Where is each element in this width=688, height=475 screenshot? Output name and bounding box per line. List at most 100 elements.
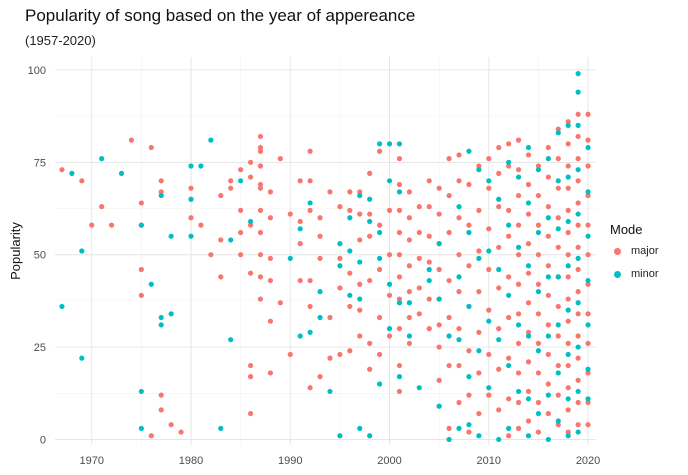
data-point-minor bbox=[575, 211, 581, 217]
data-point-minor bbox=[79, 355, 85, 361]
data-point-major bbox=[545, 351, 551, 358]
data-point-major bbox=[377, 314, 383, 321]
data-point-major bbox=[545, 322, 551, 328]
data-point-major bbox=[297, 241, 303, 247]
data-point-major bbox=[436, 211, 442, 217]
data-point-minor bbox=[297, 333, 303, 339]
data-point-minor bbox=[426, 277, 432, 284]
data-point-major bbox=[396, 362, 403, 369]
data-point-major bbox=[317, 215, 323, 221]
data-point-major bbox=[506, 274, 512, 280]
data-point-major bbox=[347, 303, 353, 310]
data-point-major bbox=[555, 303, 561, 310]
data-point-major bbox=[247, 174, 254, 180]
data-point-major bbox=[496, 407, 502, 413]
data-point-minor bbox=[59, 303, 65, 310]
data-point-major bbox=[257, 144, 264, 151]
data-point-minor bbox=[436, 296, 442, 302]
data-point-minor bbox=[565, 174, 571, 180]
data-point-major bbox=[426, 233, 432, 239]
legend-title: Mode bbox=[610, 222, 643, 237]
data-point-major bbox=[545, 410, 551, 417]
data-point-minor bbox=[287, 255, 293, 261]
x-tick-label: 1970 bbox=[79, 455, 103, 467]
data-point-major bbox=[79, 178, 85, 184]
data-point-major bbox=[486, 156, 492, 162]
data-point-major bbox=[158, 407, 164, 413]
data-point-major bbox=[555, 362, 561, 369]
data-point-minor bbox=[158, 192, 164, 199]
y-tick-label: 50 bbox=[34, 250, 46, 262]
data-point-minor bbox=[525, 396, 532, 402]
data-point-major bbox=[386, 207, 393, 213]
data-point-major bbox=[426, 204, 432, 210]
data-point-minor bbox=[456, 204, 462, 210]
data-point-major bbox=[476, 248, 482, 254]
data-point-minor bbox=[585, 396, 591, 402]
data-point-major bbox=[456, 178, 462, 184]
data-point-major bbox=[138, 292, 144, 298]
data-point-major bbox=[446, 425, 452, 431]
data-point-major bbox=[238, 207, 244, 213]
data-point-major bbox=[327, 189, 333, 195]
data-point-major bbox=[208, 252, 214, 258]
data-point-major bbox=[535, 429, 542, 435]
legend-item-major: major bbox=[614, 244, 659, 258]
data-point-major bbox=[525, 300, 532, 306]
data-point-major bbox=[426, 326, 432, 332]
data-point-major bbox=[317, 233, 323, 239]
y-tick-label: 25 bbox=[34, 342, 46, 354]
data-point-major bbox=[446, 156, 452, 162]
data-point-major bbox=[257, 296, 264, 302]
data-point-minor bbox=[555, 418, 561, 424]
data-point-minor bbox=[436, 241, 442, 247]
data-point-minor bbox=[575, 89, 581, 95]
data-point-major bbox=[307, 207, 313, 213]
data-point-major bbox=[307, 148, 313, 154]
data-point-major bbox=[585, 192, 591, 199]
x-axis-ticks: 1970 1980 1990 2000 2010 2020 bbox=[79, 455, 600, 467]
data-point-major bbox=[128, 137, 135, 143]
data-point-major bbox=[515, 399, 522, 406]
data-point-minor bbox=[525, 433, 532, 439]
data-point-minor bbox=[446, 436, 452, 443]
data-point-minor bbox=[307, 329, 313, 335]
data-point-major bbox=[148, 433, 154, 439]
data-point-major bbox=[476, 207, 482, 213]
data-point-minor bbox=[506, 362, 512, 369]
data-point-major bbox=[565, 163, 571, 169]
data-point-minor bbox=[535, 410, 542, 417]
data-point-major bbox=[515, 222, 522, 228]
data-point-minor bbox=[367, 218, 373, 225]
data-point-major bbox=[525, 211, 532, 217]
data-point-major bbox=[456, 289, 462, 295]
data-point-major bbox=[396, 252, 403, 258]
data-point-major bbox=[525, 270, 532, 276]
data-point-minor bbox=[208, 137, 214, 143]
data-point-minor bbox=[575, 167, 581, 173]
data-point-major bbox=[367, 340, 373, 346]
data-point-minor bbox=[307, 200, 313, 206]
data-point-major bbox=[257, 163, 264, 169]
data-point-minor bbox=[69, 170, 75, 176]
data-point-major bbox=[416, 311, 422, 317]
data-point-major bbox=[575, 289, 581, 295]
data-point-minor bbox=[168, 311, 174, 317]
data-point-major bbox=[496, 204, 502, 210]
data-point-minor bbox=[386, 281, 393, 287]
data-point-minor bbox=[347, 248, 353, 254]
data-point-major bbox=[535, 370, 542, 376]
data-point-major bbox=[535, 252, 542, 258]
data-point-minor bbox=[525, 333, 532, 339]
data-point-major bbox=[535, 340, 542, 346]
data-point-minor bbox=[138, 222, 144, 228]
data-point-major bbox=[267, 370, 274, 376]
grid bbox=[55, 57, 596, 445]
data-point-major bbox=[367, 277, 373, 284]
data-point-major bbox=[277, 156, 283, 162]
data-point-minor bbox=[386, 326, 393, 332]
data-point-major bbox=[396, 156, 403, 162]
data-point-major bbox=[515, 281, 522, 287]
data-point-minor bbox=[506, 222, 512, 228]
